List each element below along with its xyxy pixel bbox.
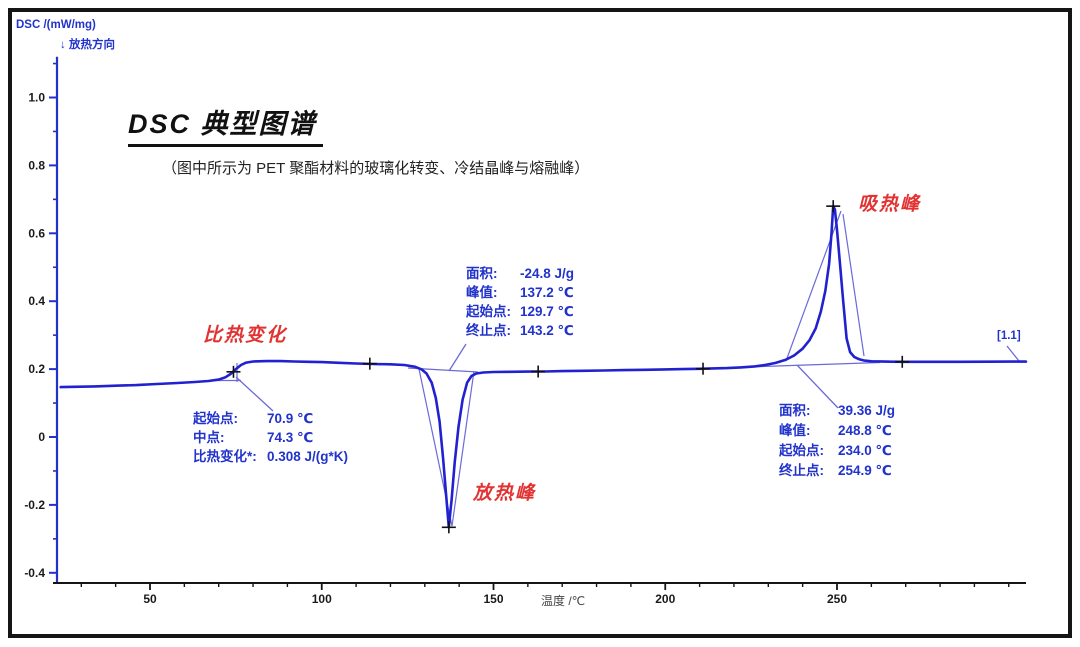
- y-tick-label: 0.4: [28, 294, 45, 308]
- annotation-row: 起始点: 234.0 ℃: [779, 441, 895, 461]
- annotation-row: 终止点: 254.9 ℃: [779, 461, 895, 481]
- y-tick-label: 1.0: [28, 91, 45, 105]
- endothermic-peak-label: 吸热峰: [858, 194, 922, 215]
- dsc-curve: [59, 204, 1028, 529]
- x-tick-label: 150: [483, 592, 503, 606]
- annotation-value: 143.2 ℃: [520, 323, 574, 338]
- exothermic-peak-label: 放热峰: [473, 483, 537, 504]
- x-tick-label: 250: [827, 592, 847, 606]
- y-tick-label: -0.2: [24, 498, 45, 512]
- annotation-label: 中点:: [193, 430, 225, 445]
- x-tick-label: 50: [143, 592, 157, 606]
- annotation-label: 起始点:: [779, 443, 824, 458]
- annotation-label: 峰值:: [779, 423, 811, 438]
- annotation-label: 面积:: [466, 266, 498, 281]
- annotation-value: 70.9 ℃: [267, 411, 314, 426]
- annotation-row: 起始点: 129.7 ℃: [466, 302, 574, 321]
- x-axis-title: 温度 /℃: [541, 594, 586, 608]
- annotation-value: 248.8 ℃: [838, 423, 892, 438]
- annotation-row: 面积: -24.8 J/g: [466, 264, 574, 283]
- chart-subtitle: （图中所示为 PET 聚酯材料的玻璃化转变、冷结晶峰与熔融峰）: [162, 160, 590, 177]
- annotation-value: 137.2 ℃: [520, 285, 574, 300]
- annotation-label: 终止点:: [466, 323, 511, 338]
- annotation-leader-line: [1006, 345, 1020, 362]
- tangent-construction-line: [842, 213, 865, 357]
- crystallization-annotation: 面积: -24.8 J/g 峰值: 137.2 ℃ 起始点: 129.7 ℃ 终…: [466, 264, 574, 340]
- annotation-value: -24.8 J/g: [520, 266, 575, 281]
- annotation-row: 终止点: 143.2 ℃: [466, 321, 574, 340]
- annotation-row: 峰值: 248.8 ℃: [779, 421, 895, 441]
- annotation-leader-line: [796, 364, 839, 409]
- tangent-construction-line: [451, 370, 475, 527]
- annotation-value: 0.308 J/(g*K): [267, 449, 349, 464]
- annotation-value: 234.0 ℃: [838, 443, 892, 458]
- annotation-value: 254.9 ℃: [838, 463, 892, 478]
- annotation-row: 起始点: 70.9 ℃: [193, 409, 348, 428]
- annotation-label: 起始点:: [193, 411, 238, 426]
- annotation-row: 峰值: 137.2 ℃: [466, 283, 574, 302]
- y-tick-label: 0.2: [28, 362, 45, 376]
- annotation-value: 39.36 J/g: [838, 403, 896, 418]
- curve-segment-tag: [1.1]: [997, 330, 1021, 342]
- y-tick-label: 0.6: [28, 226, 45, 240]
- x-tick-label: 200: [655, 592, 675, 606]
- annotation-value: 129.7 ℃: [520, 304, 574, 319]
- annotation-row: 面积: 39.36 J/g: [779, 401, 895, 421]
- annotation-label: 比热变化*:: [193, 449, 257, 464]
- annotation-value: 74.3 ℃: [267, 430, 314, 445]
- annotation-row: 中点: 74.3 ℃: [193, 428, 348, 447]
- y-tick-label: 0.8: [28, 158, 45, 172]
- x-tick-label: 100: [312, 592, 332, 606]
- glass-transition-label: 比热变化: [203, 325, 288, 346]
- y-tick-label: 0: [38, 430, 45, 444]
- glass-transition-annotation: 起始点: 70.9 ℃ 中点: 74.3 ℃ 比热变化*: 0.308 J/(g…: [193, 409, 348, 466]
- annotation-row: 比热变化*: 0.308 J/(g*K): [193, 447, 348, 466]
- annotation-label: 面积:: [779, 403, 811, 418]
- y-tick-label: -0.4: [24, 566, 45, 580]
- annotation-leader-line: [448, 343, 467, 372]
- chart-frame: [8, 8, 1072, 638]
- melting-annotation: 面积: 39.36 J/g 峰值: 248.8 ℃ 起始点: 234.0 ℃ 终…: [779, 401, 895, 481]
- annotation-label: 起始点:: [466, 304, 511, 319]
- annotation-label: 峰值:: [466, 285, 498, 300]
- annotation-leader-line: [235, 376, 274, 412]
- annotation-label: 终止点:: [779, 463, 824, 478]
- chart-title: DSC 典型图谱: [128, 102, 323, 147]
- y-axis-title: DSC /(mW/mg): [16, 19, 96, 31]
- exothermic-direction-label: ↓ 放热方向: [60, 39, 115, 51]
